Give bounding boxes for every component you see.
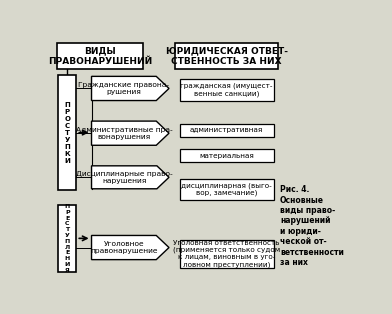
Polygon shape (92, 236, 169, 260)
FancyBboxPatch shape (180, 149, 274, 162)
Text: П
Р
Е
С
Т
У
П
Л
Е
Н
И
Я: П Р Е С Т У П Л Е Н И Я (65, 204, 70, 273)
FancyBboxPatch shape (56, 42, 143, 69)
Text: ВИДЫ
ПРАВОНАРУШЕНИЙ: ВИДЫ ПРАВОНАРУШЕНИЙ (48, 46, 152, 66)
Text: Уголовное
правонарушение: Уголовное правонарушение (90, 241, 158, 254)
FancyBboxPatch shape (180, 240, 274, 268)
Text: Гражданские правона-
рушения: Гражданские правона- рушения (78, 82, 169, 95)
FancyBboxPatch shape (180, 179, 274, 200)
FancyBboxPatch shape (58, 75, 76, 191)
Text: Дисциплинарные право-
нарушения: Дисциплинарные право- нарушения (76, 171, 172, 184)
Text: Уголовная ответственность
(применяется только судом
к лицам, виновным в уго-
лов: Уголовная ответственность (применяется т… (173, 240, 280, 268)
FancyBboxPatch shape (58, 204, 76, 272)
FancyBboxPatch shape (180, 123, 274, 137)
Polygon shape (92, 76, 169, 100)
Text: материальная: материальная (200, 153, 254, 159)
Text: П
Р
О
С
Т
У
П
К
И: П Р О С Т У П К И (64, 101, 70, 164)
Text: административная: административная (190, 127, 263, 133)
FancyBboxPatch shape (180, 79, 274, 100)
Text: дисциплинарная (выго-
вор, замечание): дисциплинарная (выго- вор, замечание) (181, 182, 272, 196)
Polygon shape (92, 166, 169, 189)
Text: Административные пра-
вонарушения: Административные пра- вонарушения (76, 127, 172, 140)
Text: гражданская (имущест-
венные санкции): гражданская (имущест- венные санкции) (180, 83, 273, 97)
Text: ЮРИДИЧЕСКАЯ ОТВЕТ-
СТВЕННОСТЬ ЗА НИХ: ЮРИДИЧЕСКАЯ ОТВЕТ- СТВЕННОСТЬ ЗА НИХ (166, 46, 288, 66)
Polygon shape (92, 121, 169, 145)
FancyBboxPatch shape (175, 42, 278, 69)
Text: Рис. 4.
Основные
виды право-
нарушений
и юриди-
ческой от-
ветственности
за них: Рис. 4. Основные виды право- нарушений и… (280, 185, 344, 267)
